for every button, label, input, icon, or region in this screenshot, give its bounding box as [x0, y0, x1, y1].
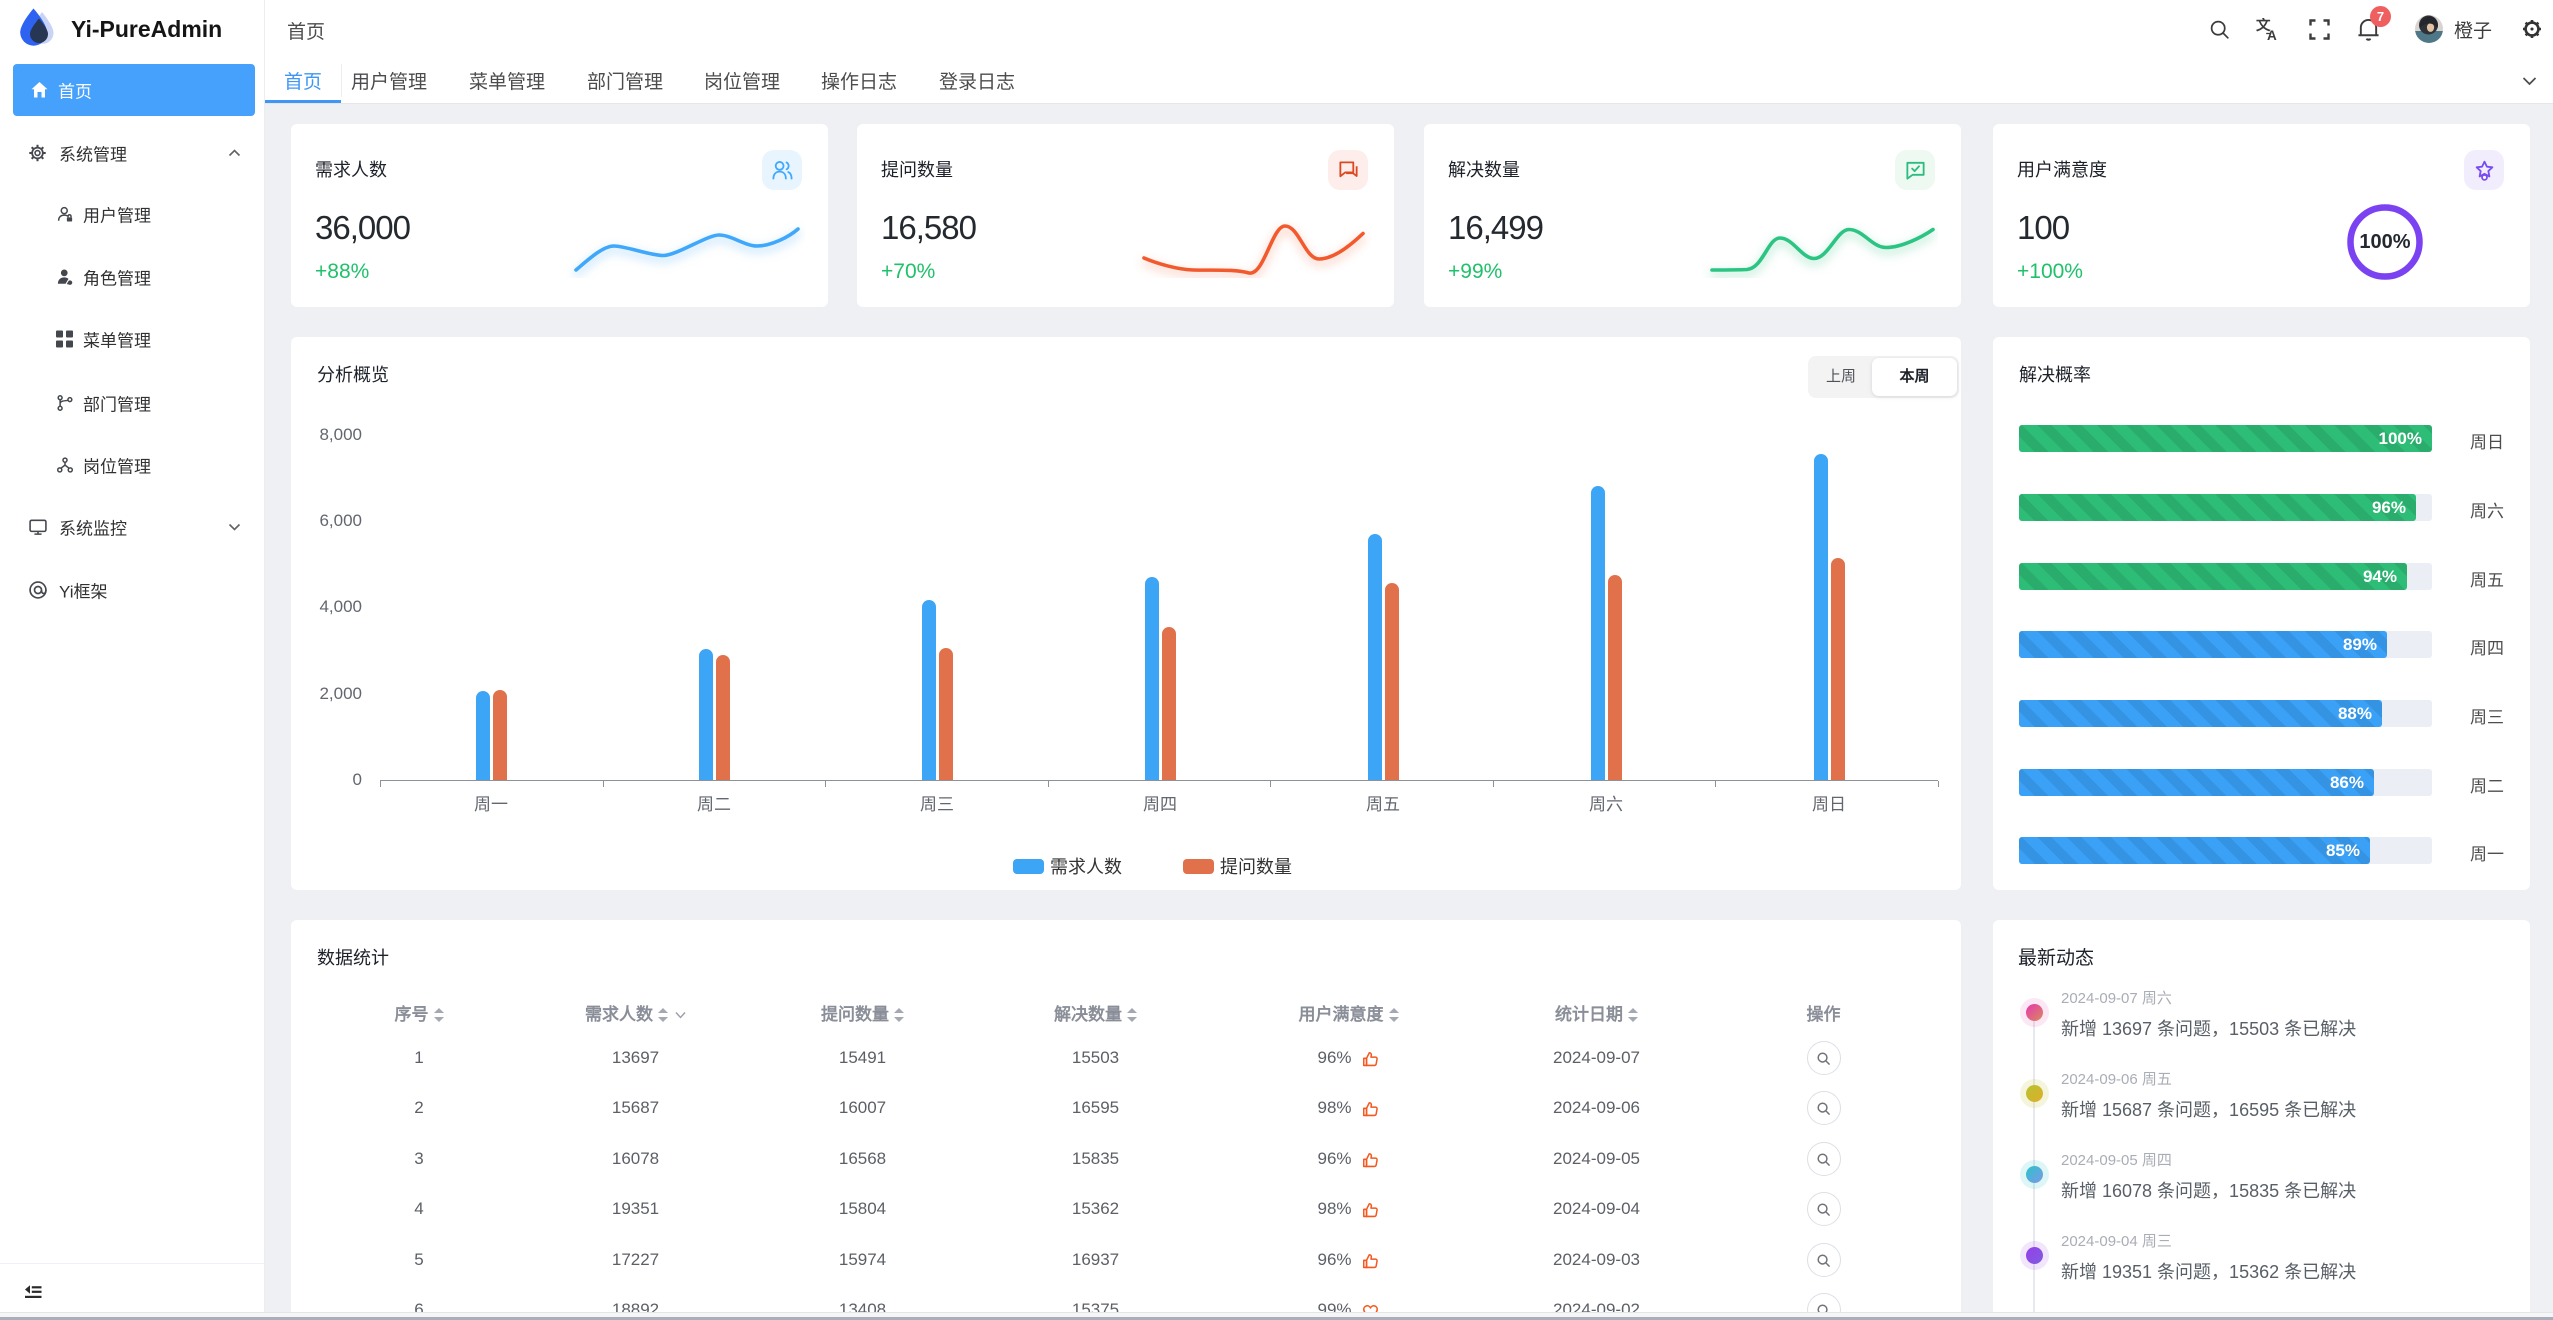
svg-text:A: A [2267, 28, 2277, 41]
svg-text:文: 文 [2256, 18, 2271, 34]
